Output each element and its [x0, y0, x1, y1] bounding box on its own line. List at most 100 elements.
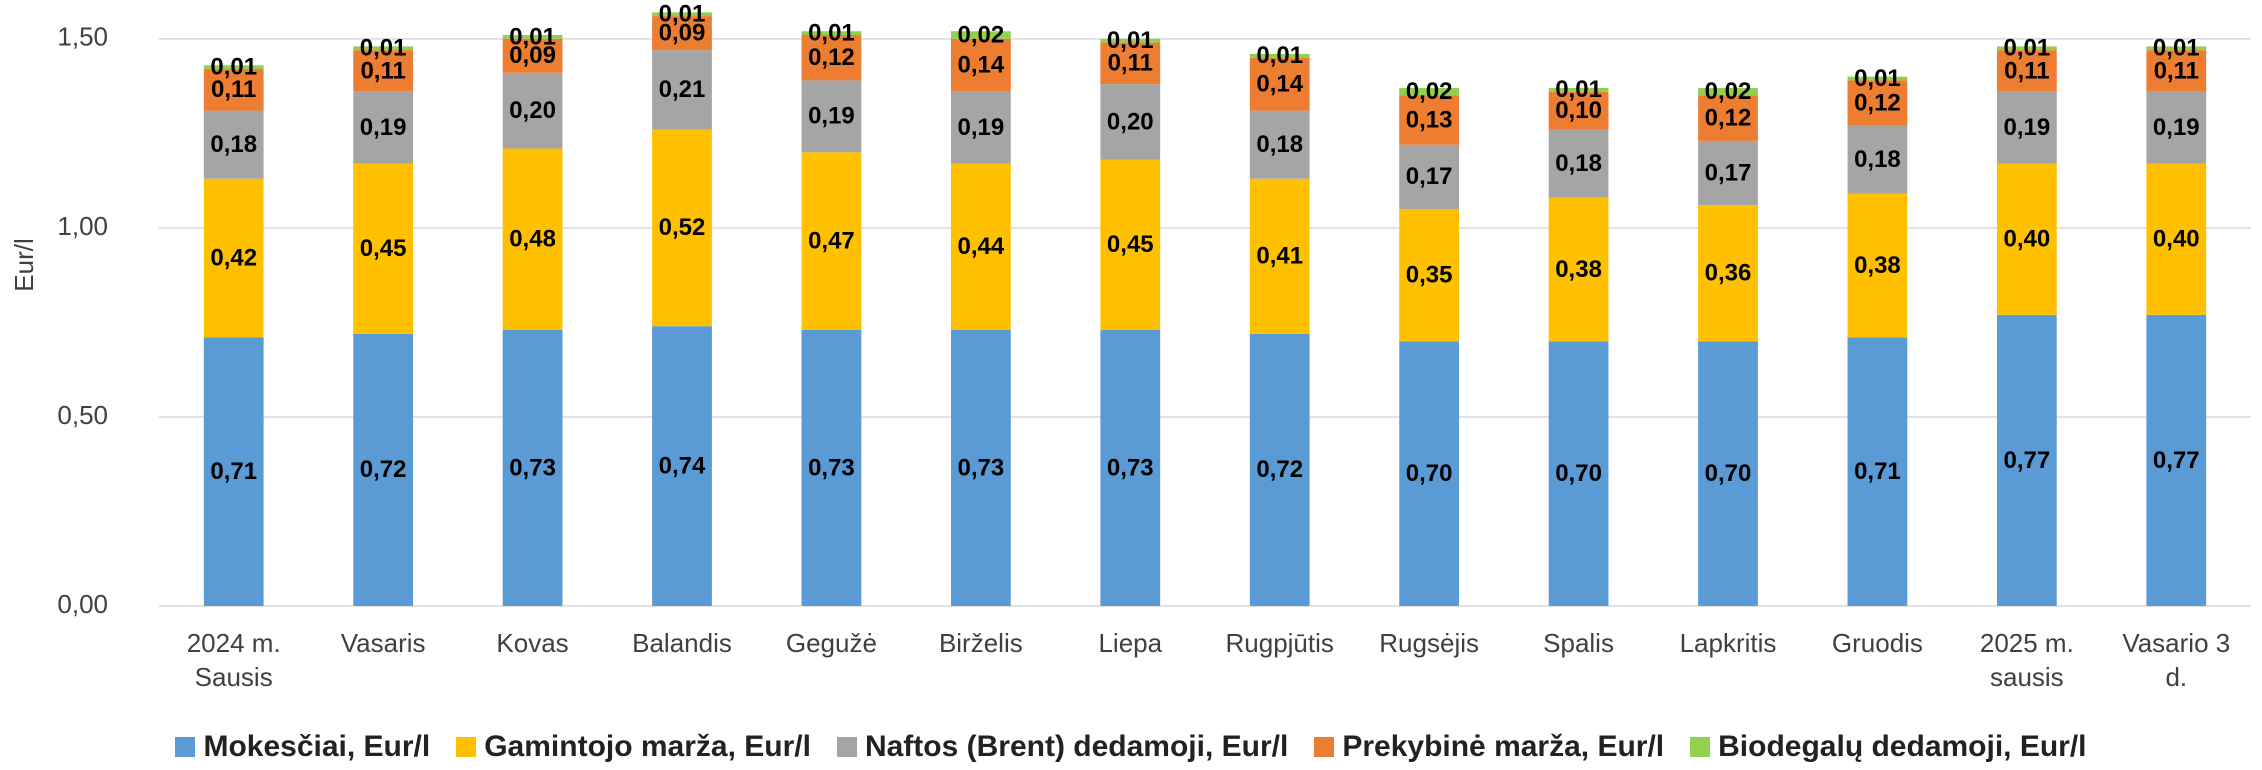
bar-segment	[1996, 46, 2057, 51]
y-tick-label: 0,50	[57, 400, 108, 430]
value-label: 0,41	[1256, 243, 1303, 270]
bar-segment	[950, 329, 1011, 606]
bar-segment	[502, 329, 563, 606]
value-label: 0,01	[808, 19, 855, 46]
value-label: 0,18	[1854, 146, 1901, 173]
bar-segment	[2146, 46, 2207, 51]
bar-segment	[1698, 95, 1758, 141]
bar-segment	[1548, 197, 1609, 342]
value-label: 0,71	[1854, 458, 1901, 485]
bar-segment	[801, 152, 862, 330]
x-tick-label: Vasaris	[340, 628, 426, 658]
bar-segment	[950, 163, 1011, 330]
bar-segment	[203, 337, 264, 606]
value-label: 0,70	[1705, 460, 1752, 487]
value-label: 0,10	[1555, 97, 1602, 124]
value-label: 0,73	[1107, 454, 1154, 481]
value-label: 0,01	[2153, 35, 2200, 62]
bar-segment	[1698, 341, 1758, 606]
bar-segment	[353, 46, 414, 51]
bar-segment	[2146, 314, 2207, 606]
bar-segment	[203, 178, 264, 338]
y-axis-label: Eur/l	[9, 238, 39, 291]
plot: Eur/l 0,000,501,001,500,710,420,180,110,…	[9, 1, 2251, 619]
legend-swatch	[175, 737, 196, 757]
bar-segment	[1249, 53, 1310, 58]
x-tick-label: Balandis	[632, 628, 732, 658]
legend: Mokesčiai, Eur/l Gamintojo marža, Eur/l Na…	[0, 730, 2262, 764]
value-label: 0,73	[509, 454, 556, 481]
legend-label: Naftos (Brent) dedamoji, Eur/l	[864, 730, 1289, 763]
x-tick-label: Kovas	[496, 628, 569, 658]
value-label: 0,35	[1406, 261, 1453, 288]
value-label: 0,12	[808, 44, 855, 71]
bar-segment	[1399, 95, 1460, 145]
value-label: 0,38	[1854, 252, 1901, 279]
value-label: 0,48	[509, 226, 556, 253]
value-label: 0,14	[957, 52, 1004, 79]
bar-segment	[1548, 91, 1609, 130]
value-label: 0,02	[1705, 78, 1752, 105]
bar-segment	[1847, 80, 1908, 126]
bar-segment	[801, 31, 862, 36]
legend-swatch	[836, 737, 857, 757]
bar-segment	[1847, 337, 1908, 606]
value-label: 0,70	[1555, 460, 1602, 487]
value-label: 0,11	[2004, 57, 2049, 84]
bar-segment	[1996, 91, 2057, 164]
bar-segment	[502, 35, 563, 39]
x-tick-label: Gruodis	[1831, 628, 1923, 658]
bar-segment	[502, 148, 563, 330]
x-tick-label: Rugpjūtis	[1225, 628, 1334, 658]
value-label: 0,20	[509, 97, 556, 124]
bar-segment	[1249, 110, 1310, 179]
x-tick-label: Spalis	[1543, 628, 1614, 658]
value-label: 0,45	[360, 235, 407, 262]
value-label: 0,01	[1555, 76, 1602, 103]
x-tick-label: Gegužė	[785, 628, 877, 658]
bar-segment	[1100, 159, 1161, 330]
value-label: 0,45	[1107, 231, 1154, 258]
value-label: 0,11	[360, 57, 405, 84]
bar-segment	[1548, 129, 1609, 198]
bar-segment	[801, 80, 862, 153]
legend-label: Gamintojo marža, Eur/l	[484, 730, 811, 763]
value-label: 0,01	[1256, 42, 1303, 69]
value-label: 0,38	[1555, 256, 1602, 283]
bar-segment	[652, 326, 712, 606]
bar-segment	[203, 110, 264, 179]
x-tick-label: Rugsėjis	[1379, 628, 1479, 658]
x-tick-label: Liepa	[1098, 628, 1163, 658]
bar-segment	[652, 16, 712, 51]
value-label: 0,40	[2153, 226, 2200, 253]
bar-segment	[950, 31, 1011, 39]
value-label: 0,73	[957, 454, 1004, 481]
bar-segment	[950, 91, 1011, 164]
bar-segment	[1399, 341, 1460, 606]
value-label: 0,44	[957, 233, 1004, 260]
bar-segment	[1996, 314, 2057, 606]
bar-segment	[1100, 38, 1161, 43]
bar-segment	[502, 72, 563, 149]
value-label: 0,77	[2003, 447, 2050, 474]
bar-segment	[2146, 50, 2207, 92]
bar-segment	[353, 50, 414, 92]
value-label: 0,52	[659, 214, 706, 241]
value-label: 0,19	[360, 114, 407, 141]
x-tick-label: 2025 m. sausis	[1979, 628, 2074, 692]
y-tick-label: 1,50	[57, 22, 108, 52]
bar-segment	[1399, 208, 1460, 342]
value-label: 0,11	[1108, 50, 1153, 77]
value-label: 0,02	[957, 21, 1004, 48]
bar-segment	[353, 333, 414, 606]
bar-segment	[502, 38, 563, 73]
value-label: 0,09	[659, 19, 706, 46]
bar-segment	[1100, 329, 1161, 606]
bar-segment	[1698, 140, 1758, 206]
legend-swatch	[1314, 737, 1335, 757]
value-label: 0,11	[211, 76, 256, 103]
value-label: 0,71	[210, 458, 257, 485]
value-label: 0,12	[1854, 89, 1901, 116]
bar-segment	[801, 35, 862, 81]
